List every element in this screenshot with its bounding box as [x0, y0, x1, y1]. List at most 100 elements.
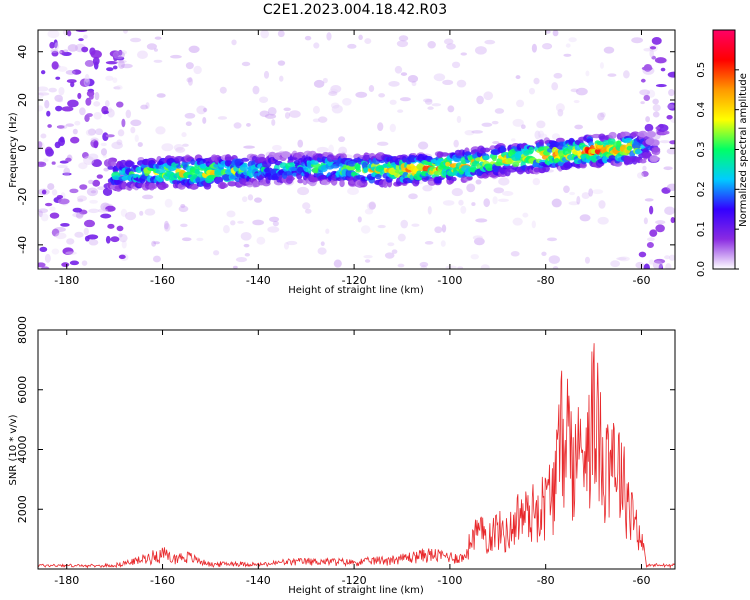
spectrogram-x-tick-label: -60: [632, 274, 650, 287]
spectrogram-noise-blob: [600, 111, 606, 118]
spectrogram-ridge-blob: [382, 179, 389, 188]
spectrogram-noise-blob: [113, 86, 121, 90]
spectrogram-noise-blob: [57, 98, 64, 103]
spectrogram-noise-blob: [552, 30, 559, 37]
spectrogram-ridge-blob: [512, 161, 520, 167]
spectrogram-noise-blob: [97, 186, 106, 191]
spectrogram-noise-blob: [66, 30, 72, 37]
spectrogram-noise-blob: [130, 126, 136, 134]
spectrogram-noise-blob: [51, 248, 60, 255]
spectrogram-noise-blob: [442, 79, 454, 85]
spectrogram-noise-blob: [84, 78, 95, 87]
spectrogram-noise-blob: [267, 106, 277, 116]
spectrogram-noise-blob: [241, 61, 251, 67]
spectrogram-noise-blob: [491, 120, 499, 125]
spectrogram-noise-blob: [155, 126, 166, 135]
spectrogram-noise-blob: [451, 188, 463, 197]
spectrogram-noise-blob: [84, 73, 90, 83]
spectrogram-noise-blob: [639, 89, 651, 96]
spectrogram-noise-blob: [72, 128, 78, 135]
spectrogram-noise-blob: [427, 106, 434, 110]
spectrogram-noise-blob: [563, 53, 572, 57]
spectrogram-noise-blob: [78, 162, 88, 170]
spectrogram-y-tick-label: -40: [16, 236, 29, 254]
spectrogram-noise-blob: [649, 46, 657, 50]
spectrogram-noise-blob: [134, 134, 139, 143]
spectrogram-noise-blob: [47, 30, 60, 39]
spectrogram-noise-blob: [599, 62, 604, 69]
spectrogram-noise-blob: [269, 216, 280, 222]
spectrogram-noise-blob: [164, 198, 173, 208]
spectrogram-ridge-blob: [189, 183, 199, 190]
spectrogram-noise-blob: [38, 105, 44, 112]
spectrogram-noise-blob: [175, 147, 186, 153]
spectrogram-ridge-blob: [646, 132, 657, 137]
spectrogram-noise-blob: [666, 104, 675, 109]
spectrogram-ridge-blob: [630, 131, 640, 137]
spectrogram-noise-blob: [533, 77, 540, 85]
spectrogram-noise-blob: [313, 42, 320, 49]
spectrogram-noise-blob: [376, 141, 389, 146]
spectrogram-noise-blob: [427, 205, 432, 215]
spectrogram-noise-blob: [511, 138, 516, 142]
spectrogram-noise-blob: [85, 97, 92, 106]
spectrogram-noise-blob: [38, 262, 46, 268]
colorbar-label: Normalized spectral amplitude: [738, 73, 749, 227]
spectrogram-noise-blob: [541, 251, 547, 256]
spectrogram-noise-blob: [185, 62, 194, 70]
spectrogram-noise-blob: [59, 50, 65, 55]
spectrogram-noise-blob: [297, 186, 310, 196]
spectrogram-noise-blob: [451, 61, 461, 69]
spectrogram-noise-blob: [188, 45, 200, 54]
spectrogram-x-ticks: -180 -160 -140 -120 -100 -80 -60: [54, 30, 650, 287]
spectrogram-noise-blob: [89, 199, 98, 204]
spectrogram-noise-blob: [87, 153, 99, 161]
spectrogram-noise-blob: [284, 112, 291, 119]
spectrogram-noise-blob: [466, 183, 476, 193]
spectrogram-noise-blob: [44, 253, 51, 263]
spectrogram-noise-blob: [247, 194, 254, 201]
spectrogram-noise-blob: [328, 88, 338, 95]
spectrogram-noise-blob: [70, 81, 75, 88]
snr-series-line: [38, 343, 675, 569]
spectrogram-noise-blob: [646, 241, 654, 248]
spectrogram-noise-blob: [581, 192, 590, 199]
spectrogram-noise-blob: [473, 237, 485, 246]
spectrogram-ridge-blob: [257, 153, 266, 158]
spectrogram-noise-blob: [109, 50, 121, 58]
spectrogram-noise-blob: [77, 198, 84, 203]
spectrogram-noise-blob: [364, 259, 371, 263]
spectrogram-noise-blob: [107, 108, 115, 118]
snr-y-tick-label: 2000: [16, 495, 29, 523]
spectrogram-noise-blob: [277, 60, 286, 66]
spectrogram-noise-blob: [492, 141, 500, 145]
spectrogram-noise-blob: [120, 208, 128, 217]
spectrogram-noise-blob: [660, 67, 666, 72]
spectrogram-noise-blob: [317, 247, 327, 255]
spectrogram-noise-blob: [579, 214, 591, 222]
spectrogram-noise-blob: [40, 213, 49, 222]
spectrogram-noise-blob: [460, 52, 468, 56]
snr-y-tick-label: 6000: [16, 376, 29, 404]
spectrogram-noise-blob: [106, 67, 114, 72]
spectrogram-noise-blob: [105, 75, 114, 81]
spectrogram-noise-blob: [184, 112, 196, 119]
spectrogram-noise-blob: [51, 50, 59, 57]
spectrogram-noise-blob: [316, 146, 329, 153]
spectrogram-noise-blob: [102, 154, 107, 158]
snr-panel: -180 -160 -140 -120 -100 -80 -60 2000 4000 6000 8…: [8, 316, 676, 596]
spectrogram-y-tick-label: 20: [16, 93, 29, 107]
spectrogram-x-label: Height of straight line (km): [288, 285, 424, 296]
spectrogram-noise-blob: [97, 208, 109, 213]
spectrogram-noise-blob: [532, 177, 541, 186]
spectrogram-noise-blob: [304, 35, 312, 41]
spectrogram-noise-blob: [86, 187, 99, 197]
snr-x-tick-label: -120: [342, 574, 367, 587]
spectrogram-ridge-blob: [227, 181, 237, 187]
spectrogram-noise-blob: [649, 205, 654, 215]
spectrogram-noise-blob: [116, 101, 124, 108]
spectrogram-noise-blob: [607, 73, 617, 77]
spectrogram-noise-blob: [88, 179, 94, 185]
snr-plot-area: [38, 330, 675, 569]
spectrogram-ridge-blob: [563, 162, 573, 169]
